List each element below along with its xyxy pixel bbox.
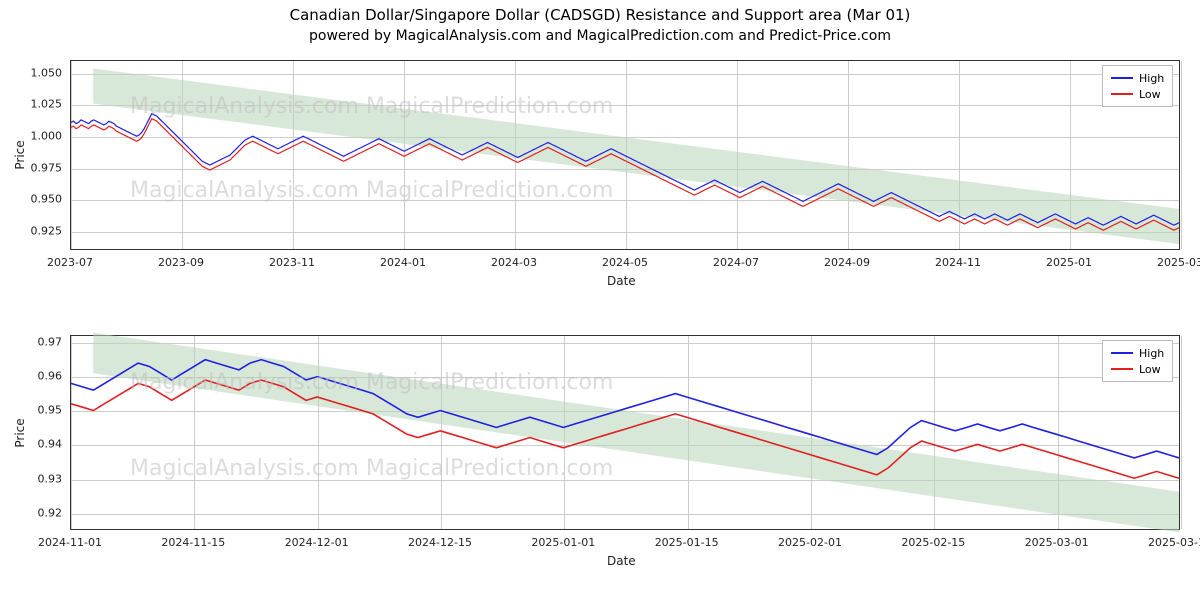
- legend-swatch: [1111, 93, 1133, 95]
- chart-subtitle: powered by MagicalAnalysis.com and Magic…: [0, 28, 1200, 44]
- legend-label: High: [1139, 347, 1164, 360]
- y-tick-label: 0.950: [28, 193, 62, 206]
- top-chart-x-label: Date: [607, 274, 636, 288]
- x-tick-label: 2024-12-01: [285, 536, 349, 549]
- y-tick-label: 0.95: [28, 404, 62, 417]
- x-tick-label: 2024-07: [713, 256, 759, 269]
- y-tick-label: 0.92: [28, 506, 62, 519]
- support-resistance-band: [93, 333, 1179, 533]
- x-tick-label: 2024-11: [935, 256, 981, 269]
- x-tick-label: 2024-01: [380, 256, 426, 269]
- y-tick-label: 1.050: [28, 66, 62, 79]
- low-line: [71, 380, 1179, 478]
- chart-title: Canadian Dollar/Singapore Dollar (CADSGD…: [0, 6, 1200, 24]
- y-tick-label: 0.96: [28, 370, 62, 383]
- legend-label: Low: [1139, 88, 1161, 101]
- x-tick-label: 2024-09: [824, 256, 870, 269]
- top-chart-y-label: Price: [13, 140, 27, 169]
- x-tick-label: 2025-03-01: [1025, 536, 1089, 549]
- y-tick-label: 0.93: [28, 472, 62, 485]
- chart-container: Canadian Dollar/Singapore Dollar (CADSGD…: [0, 0, 1200, 600]
- legend-item: High: [1111, 345, 1164, 361]
- bottom-chart-y-label: Price: [13, 418, 27, 447]
- y-tick-label: 0.925: [28, 225, 62, 238]
- y-tick-label: 0.97: [28, 335, 62, 348]
- x-tick-label: 2025-02-01: [778, 536, 842, 549]
- legend-label: Low: [1139, 363, 1161, 376]
- bottom-chart-x-label: Date: [607, 554, 636, 568]
- x-tick-label: 2024-05: [602, 256, 648, 269]
- x-tick-label: 2025-03: [1157, 256, 1200, 269]
- plot-svg: [71, 336, 1179, 529]
- top-chart-plot-area: [70, 60, 1180, 250]
- x-tick-label: 2023-09: [158, 256, 204, 269]
- y-tick-label: 0.975: [28, 161, 62, 174]
- legend-swatch: [1111, 77, 1133, 79]
- x-tick-label: 2025-01: [1046, 256, 1092, 269]
- support-resistance-band: [93, 69, 1179, 244]
- y-tick-label: 1.025: [28, 98, 62, 111]
- x-tick-label: 2025-01-15: [655, 536, 719, 549]
- legend-item: Low: [1111, 86, 1164, 102]
- bottom-chart-plot-area: [70, 335, 1180, 530]
- x-tick-label: 2024-03: [491, 256, 537, 269]
- legend-swatch: [1111, 368, 1133, 370]
- x-tick-label: 2025-01-01: [531, 536, 595, 549]
- legend-item: Low: [1111, 361, 1164, 377]
- x-tick-label: 2025-03-15: [1148, 536, 1200, 549]
- legend-item: High: [1111, 70, 1164, 86]
- x-tick-label: 2023-07: [47, 256, 93, 269]
- x-tick-label: 2024-11-01: [38, 536, 102, 549]
- x-tick-label: 2025-02-15: [901, 536, 965, 549]
- plot-svg: [71, 61, 1179, 249]
- top-chart-legend: High Low: [1102, 65, 1173, 107]
- legend-label: High: [1139, 72, 1164, 85]
- x-tick-label: 2023-11: [269, 256, 315, 269]
- y-tick-label: 1.000: [28, 130, 62, 143]
- legend-swatch: [1111, 352, 1133, 354]
- bottom-chart-legend: High Low: [1102, 340, 1173, 382]
- x-tick-label: 2024-11-15: [161, 536, 225, 549]
- x-tick-label: 2024-12-15: [408, 536, 472, 549]
- y-tick-label: 0.94: [28, 438, 62, 451]
